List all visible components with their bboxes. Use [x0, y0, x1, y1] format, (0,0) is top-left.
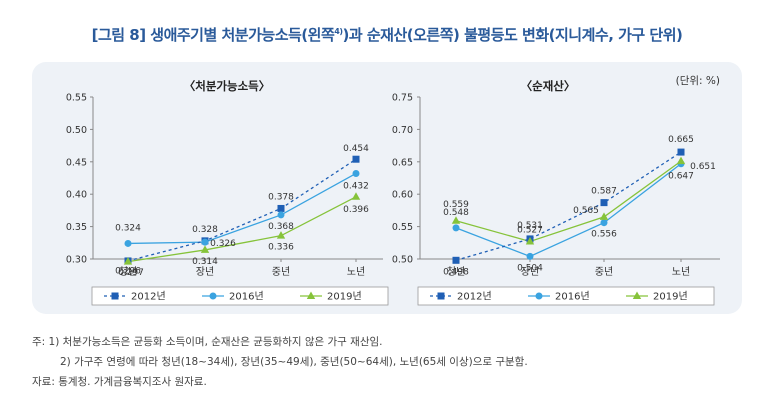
chart-1-ytick-label: 0.35 — [66, 222, 87, 233]
chart-1-series-2012년-line — [127, 158, 357, 262]
chart-2-data-label: 0.559 — [443, 200, 469, 210]
chart-2-xtick-label: 청년 — [447, 266, 465, 278]
title-superscript: 4) — [334, 27, 343, 36]
chart-1-data-label: 0.454 — [343, 144, 369, 154]
chart-2-series-2019년-point — [599, 212, 609, 220]
title-rest: )과 순재산(오른쪽) 불평등도 변화(지니계수, 가구 단위) — [342, 26, 683, 44]
chart-1-title: 〈처분가능소득〉 — [184, 79, 270, 93]
chart-1-ytick-label: 0.50 — [66, 125, 87, 136]
chart-1-xtick-label: 청년 — [119, 266, 137, 278]
chart-2-series-2012년-point — [600, 199, 608, 207]
chart-1-series-2019년-point — [200, 245, 210, 253]
chart-2-legend-label: 2016년 — [555, 291, 590, 303]
chart-1-series-2016년-point — [201, 238, 209, 246]
chart-1-series-2016년-point — [277, 211, 285, 219]
chart-2-series-2016년-line — [455, 163, 682, 258]
chart-2-series-2019년-line — [455, 160, 682, 243]
chart-1-legend-box — [91, 286, 389, 306]
chart-2-series-2012년-line — [455, 151, 682, 261]
chart-panel-background — [32, 62, 742, 314]
source-note: 자료: 통계청. 가계금융복지조사 원자료. — [32, 376, 207, 388]
chart-1-legend-marker-2019년 — [306, 291, 316, 299]
chart-2-data-label: 0.647 — [668, 172, 694, 182]
chart-1-ytick-label: 0.55 — [66, 93, 87, 104]
chart-1-series-2016년-line — [127, 172, 357, 245]
notes-block: 주: 1) 처분가능소득은 균등화 소득이며, 순재산은 균등화하지 않은 가구… — [32, 332, 528, 392]
chart-1-series-2012년-point — [277, 204, 285, 212]
chart-2-series-2016년-point — [600, 219, 608, 227]
chart-2-title: 〈순재산〉 — [521, 79, 576, 93]
chart-1-data-label: 0.378 — [268, 192, 294, 202]
chart-2-data-label: 0.565 — [573, 206, 599, 216]
chart-2-series-2012년-point — [677, 148, 685, 156]
unit-note: (단위: %) — [676, 74, 720, 87]
chart-2-series-2012년-point — [452, 256, 460, 264]
chart-2-ytick-label: 0.75 — [392, 93, 413, 104]
chart-2-series-2019년-point — [676, 156, 686, 165]
chart-1-xtick-label: 노년 — [347, 266, 365, 278]
chart-2-data-label: 0.504 — [517, 263, 543, 273]
chart-1-legend-label: 2019년 — [327, 291, 362, 303]
chart-2-data-label: 0.527 — [517, 226, 543, 236]
chart-1-data-label: 0.314 — [192, 257, 218, 267]
chart-1-ytick-label: 0.45 — [66, 157, 87, 168]
chart-2-ytick-label: 0.55 — [392, 222, 413, 233]
chart-2-ytick-label: 0.60 — [392, 190, 413, 201]
chart-1-data-label: 0.326 — [210, 239, 236, 249]
chart-1-ytick-label: 0.30 — [66, 255, 87, 266]
chart-2-data-label: 0.556 — [591, 230, 617, 240]
chart-2-series-2016년-point — [452, 224, 460, 232]
title-main: [그림 8] 생애주기별 처분가능소득(왼쪽 — [91, 26, 335, 44]
chart-2-data-label: 0.531 — [517, 221, 543, 231]
chart-1-series-2016년-point — [124, 239, 132, 247]
chart-2-legend-label: 2019년 — [653, 291, 688, 303]
chart-2-legend-marker-2016년 — [535, 292, 543, 300]
chart-2-ytick-label: 0.70 — [392, 125, 413, 136]
chart-1-ytick-label: 0.40 — [66, 190, 87, 201]
note-1: 주: 1) 처분가능소득은 균등화 소득이며, 순재산은 균등화하지 않은 가구… — [32, 336, 383, 348]
chart-1-data-label: 0.297 — [118, 268, 144, 278]
chart-1-series-2019년-point — [123, 257, 133, 265]
chart-2-data-label: 0.651 — [690, 162, 716, 172]
chart-2-xtick-label: 중년 — [595, 266, 613, 278]
chart-1-legend-label: 2016년 — [229, 291, 264, 303]
chart-2-xtick-label: 노년 — [672, 266, 690, 278]
chart-2-ytick-label: 0.65 — [392, 157, 413, 168]
chart-1-legend-marker-2012년 — [111, 292, 119, 300]
chart-2-data-label: 0.548 — [443, 208, 469, 218]
chart-2-series-2016년-point — [526, 252, 534, 260]
chart-1-xtick-label: 장년 — [196, 266, 214, 278]
chart-1-data-label: 0.328 — [192, 225, 218, 235]
chart-1-data-label: 0.396 — [343, 205, 369, 215]
chart-2-legend-marker-2019년 — [632, 291, 642, 299]
chart-1-series-2019년-line — [127, 196, 357, 263]
chart-2-data-label: 0.587 — [591, 187, 617, 197]
chart-1-xtick-label: 중년 — [272, 266, 290, 278]
chart-1-data-label: 0.432 — [343, 181, 369, 191]
chart-2-series-2019년-point — [525, 237, 535, 245]
chart-1-legend-marker-2016년 — [209, 292, 217, 300]
chart-2-data-label: 0.498 — [443, 267, 469, 277]
chart-2-legend-label: 2012년 — [457, 291, 492, 303]
chart-1-data-label: 0.324 — [115, 223, 141, 233]
chart-2-legend-box — [417, 286, 715, 306]
chart-1-data-label: 0.368 — [268, 222, 294, 232]
chart-2-xtick-label: 장년 — [521, 266, 539, 278]
chart-1-series-2016년-point — [352, 169, 360, 177]
chart-2-series-2019년-point — [451, 216, 461, 224]
figure-title: [그림 8] 생애주기별 처분가능소득(왼쪽4))과 순재산(오른쪽) 불평등도… — [0, 12, 774, 52]
chart-2-data-label: 0.665 — [668, 135, 694, 145]
chart-2-legend-marker-2012년 — [437, 292, 445, 300]
chart-1-data-label: 0.296 — [115, 267, 141, 277]
chart-1-series-2019년-point — [351, 192, 361, 200]
chart-1-series-2019년-point — [276, 231, 286, 239]
chart-1-data-label: 0.336 — [268, 243, 294, 253]
note-2: 2) 가구주 연령에 따라 청년(18~34세), 장년(35~49세), 중년… — [60, 356, 528, 368]
chart-1-series-2012년-point — [352, 155, 360, 163]
chart-1-legend-label: 2012년 — [131, 291, 166, 303]
chart-2-ytick-label: 0.50 — [392, 255, 413, 266]
